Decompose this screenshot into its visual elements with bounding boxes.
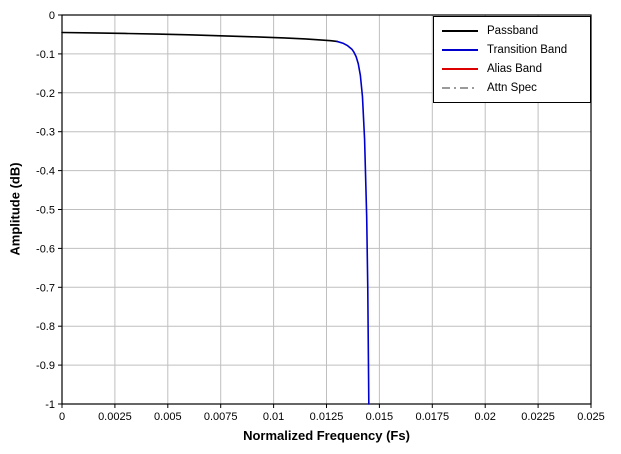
y-tick-label: -0.9 — [36, 360, 55, 372]
alias-band-line-sample — [442, 67, 478, 70]
legend-label: Alias Band — [487, 62, 542, 75]
x-tick-label: 0.0125 — [310, 411, 344, 423]
attn-spec-line-sample — [442, 86, 478, 89]
y-tick-label: -0.5 — [36, 205, 55, 217]
passband-line-sample — [442, 29, 478, 32]
x-tick-label: 0.025 — [577, 411, 605, 423]
legend: Passband Transition Band Alias Band Attn… — [433, 16, 591, 103]
x-axis-title: Normalized Frequency (Fs) — [243, 428, 410, 443]
y-tick-label: -1 — [45, 399, 55, 411]
x-tick-label: 0.01 — [263, 411, 284, 423]
series-transition-band — [336, 40, 370, 405]
legend-item-transition-band: Transition Band — [442, 40, 584, 59]
x-tick-label: 0.0175 — [415, 411, 449, 423]
legend-item-passband: Passband — [442, 21, 584, 40]
y-tick-label: -0.4 — [36, 166, 55, 178]
x-tick-label: 0.02 — [474, 411, 495, 423]
x-tick-label: 0.0075 — [204, 411, 238, 423]
y-tick-label: 0 — [49, 10, 55, 22]
legend-label: Transition Band — [487, 43, 568, 56]
y-tick-label: -0.6 — [36, 243, 55, 255]
y-tick-label: -0.8 — [36, 321, 55, 333]
y-tick-label: -0.3 — [36, 127, 55, 139]
x-tick-label: 0 — [59, 411, 65, 423]
y-tick-label: -0.2 — [36, 88, 55, 100]
y-tick-label: -0.7 — [36, 282, 55, 294]
transition-band-line-sample — [442, 48, 478, 51]
x-tick-label: 0.015 — [366, 411, 394, 423]
x-tick-label: 0.005 — [154, 411, 182, 423]
x-tick-label: 0.0025 — [98, 411, 132, 423]
x-tick-label: 0.0225 — [521, 411, 555, 423]
legend-label: Attn Spec — [487, 81, 537, 94]
series-passband — [61, 31, 338, 43]
legend-item-attn-spec: Attn Spec — [442, 78, 584, 97]
y-axis-title: Amplitude (dB) — [7, 162, 23, 256]
legend-label: Passband — [487, 24, 539, 37]
y-tick-label: -0.1 — [36, 49, 55, 61]
legend-item-alias-band: Alias Band — [442, 59, 584, 78]
